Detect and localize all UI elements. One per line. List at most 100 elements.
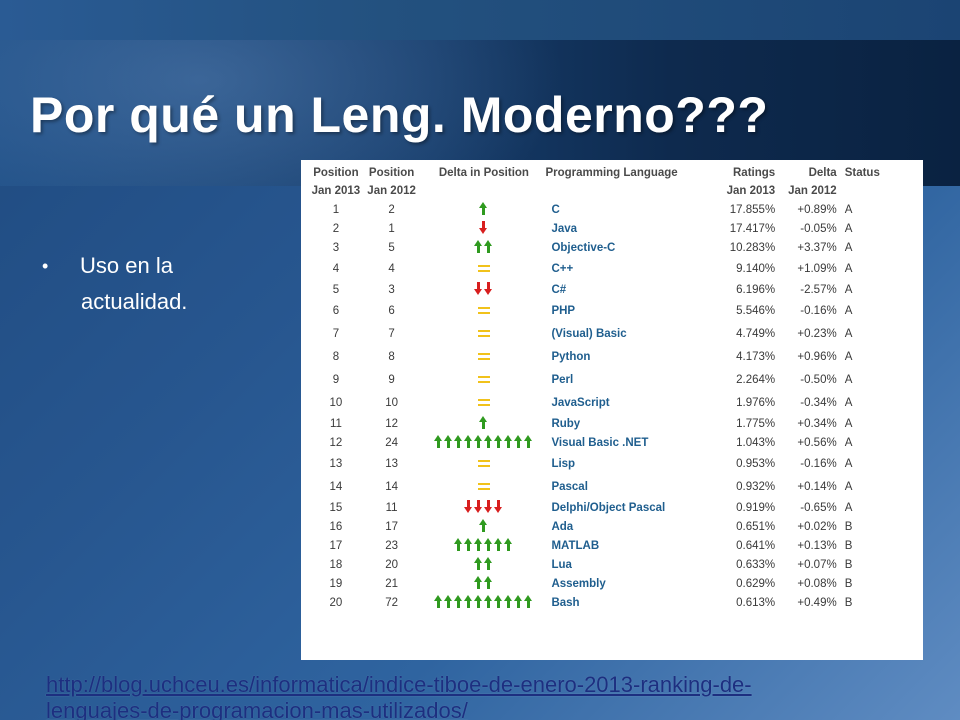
cell-delta-position <box>422 475 545 498</box>
cell-status: A <box>844 304 853 317</box>
cell-position-2013: 7 <box>332 327 340 340</box>
header-position-2013: Position <box>313 167 359 179</box>
cell-status: A <box>844 203 853 216</box>
table-row: 1 2 C 17.855% +0.89% A <box>311 200 881 219</box>
table-subheader-row: Jan 2013 Jan 2012 Jan 2013 Jan 2012 <box>311 182 881 200</box>
arrow-down-icon <box>474 281 483 295</box>
trend-indicator <box>477 398 490 406</box>
cell-language: MATLAB <box>551 539 600 552</box>
cell-position-2013: 9 <box>332 373 340 386</box>
arrow-up-icon <box>454 434 463 448</box>
cell-language: PHP <box>551 304 576 317</box>
cell-position-2013: 5 <box>332 283 340 296</box>
trend-indicator <box>477 375 490 383</box>
cell-delta: -0.50% <box>800 373 837 386</box>
trend-indicator <box>479 415 488 429</box>
cell-rating: 17.417% <box>729 222 776 235</box>
subheader-empty <box>422 182 545 200</box>
cell-language: C <box>551 203 560 216</box>
cell-rating: 0.953% <box>736 457 776 470</box>
cell-delta-position <box>422 238 545 257</box>
subheader-empty <box>545 182 715 200</box>
cell-language: Assembly <box>551 577 606 590</box>
arrow-up-icon <box>484 537 493 551</box>
cell-position-2012: 4 <box>388 262 395 275</box>
cell-position-2013: 13 <box>329 457 343 470</box>
arrow-down-icon <box>479 220 488 234</box>
arrow-up-icon <box>484 434 493 448</box>
cell-position-2013: 19 <box>329 577 343 590</box>
cell-delta-position <box>422 452 545 475</box>
cell-position-2012: 1 <box>388 222 395 235</box>
cell-status: A <box>844 241 853 254</box>
table-row: 20 72 Bash 0.613% +0.49% B <box>311 593 881 612</box>
cell-delta: +0.49% <box>797 596 837 609</box>
arrow-up-icon <box>484 556 493 570</box>
slide-title: Por qué un Leng. Moderno??? <box>30 87 769 143</box>
source-link-line2[interactable]: lenguajes-de-programacion-mas-utilizados… <box>46 698 468 720</box>
cell-status: A <box>844 457 853 470</box>
arrow-up-icon <box>434 434 443 448</box>
table-row: 6 6 PHP 5.546% -0.16% A <box>311 299 881 322</box>
cell-delta-position <box>422 345 545 368</box>
table-row: 9 9 Perl 2.264% -0.50% A <box>311 368 881 391</box>
cell-position-2013: 6 <box>332 304 340 317</box>
equal-icon <box>477 264 490 272</box>
cell-language: C++ <box>551 262 574 275</box>
arrow-up-icon <box>514 594 523 608</box>
arrow-up-icon <box>479 415 488 429</box>
cell-delta-position <box>422 574 545 593</box>
cell-delta-position <box>422 368 545 391</box>
bullet-text-line1: Uso en la <box>80 253 173 278</box>
trend-indicator <box>434 434 533 448</box>
table-header-row: Position Position Delta in Position Prog… <box>311 164 881 182</box>
table-row: 3 5 Objective-C 10.283% +3.37% A <box>311 238 881 257</box>
table-row: 18 20 Lua 0.633% +0.07% B <box>311 555 881 574</box>
cell-rating: 0.613% <box>736 596 776 609</box>
header-language: Programming Language <box>545 167 678 179</box>
cell-position-2013: 20 <box>329 596 343 609</box>
arrow-up-icon <box>474 537 483 551</box>
trend-indicator <box>479 201 488 215</box>
arrow-up-icon <box>434 594 443 608</box>
arrow-up-icon <box>514 434 523 448</box>
cell-language: Bash <box>551 596 580 609</box>
table-row: 12 24 Visual Basic .NET 1.043% +0.56% A <box>311 433 881 452</box>
cell-delta-position <box>422 433 545 452</box>
cell-delta: -0.16% <box>800 457 837 470</box>
cell-delta: -0.05% <box>800 222 837 235</box>
table-row: 19 21 Assembly 0.629% +0.08% B <box>311 574 881 593</box>
table-row: 10 10 JavaScript 1.976% -0.34% A <box>311 391 881 414</box>
table-row: 14 14 Pascal 0.932% +0.14% A <box>311 475 881 498</box>
cell-status: A <box>844 501 853 514</box>
arrow-down-icon <box>464 499 473 513</box>
arrow-up-icon <box>444 594 453 608</box>
source-link-line1[interactable]: http://blog.uchceu.es/informatica/indice… <box>46 672 752 697</box>
cell-delta: +0.13% <box>797 539 837 552</box>
cell-delta-position <box>422 536 545 555</box>
cell-rating: 17.855% <box>729 203 776 216</box>
bullet-text-line2: actualidad. <box>81 289 188 314</box>
cell-position-2012: 5 <box>388 241 395 254</box>
cell-language: Java <box>551 222 578 235</box>
cell-language: Python <box>551 350 591 363</box>
table-row: 11 12 Ruby 1.775% +0.34% A <box>311 414 881 433</box>
cell-position-2012: 7 <box>388 327 395 340</box>
cell-delta-position <box>422 280 545 299</box>
arrow-down-icon <box>484 281 493 295</box>
cell-position-2012: 10 <box>385 396 398 409</box>
cell-language: JavaScript <box>551 396 610 409</box>
cell-position-2013: 4 <box>332 262 340 275</box>
header-delta: Delta <box>808 167 837 179</box>
cell-delta-position <box>422 322 545 345</box>
cell-language: C# <box>551 283 567 296</box>
trend-indicator <box>477 329 490 337</box>
source-link[interactable]: http://blog.uchceu.es/informatica/indice… <box>46 672 926 720</box>
cell-status: A <box>844 436 853 449</box>
arrow-up-icon <box>474 594 483 608</box>
cell-delta-position <box>422 498 545 517</box>
cell-rating: 6.196% <box>736 283 776 296</box>
arrow-down-icon <box>494 499 503 513</box>
cell-status: A <box>844 283 853 296</box>
arrow-up-icon <box>524 594 533 608</box>
